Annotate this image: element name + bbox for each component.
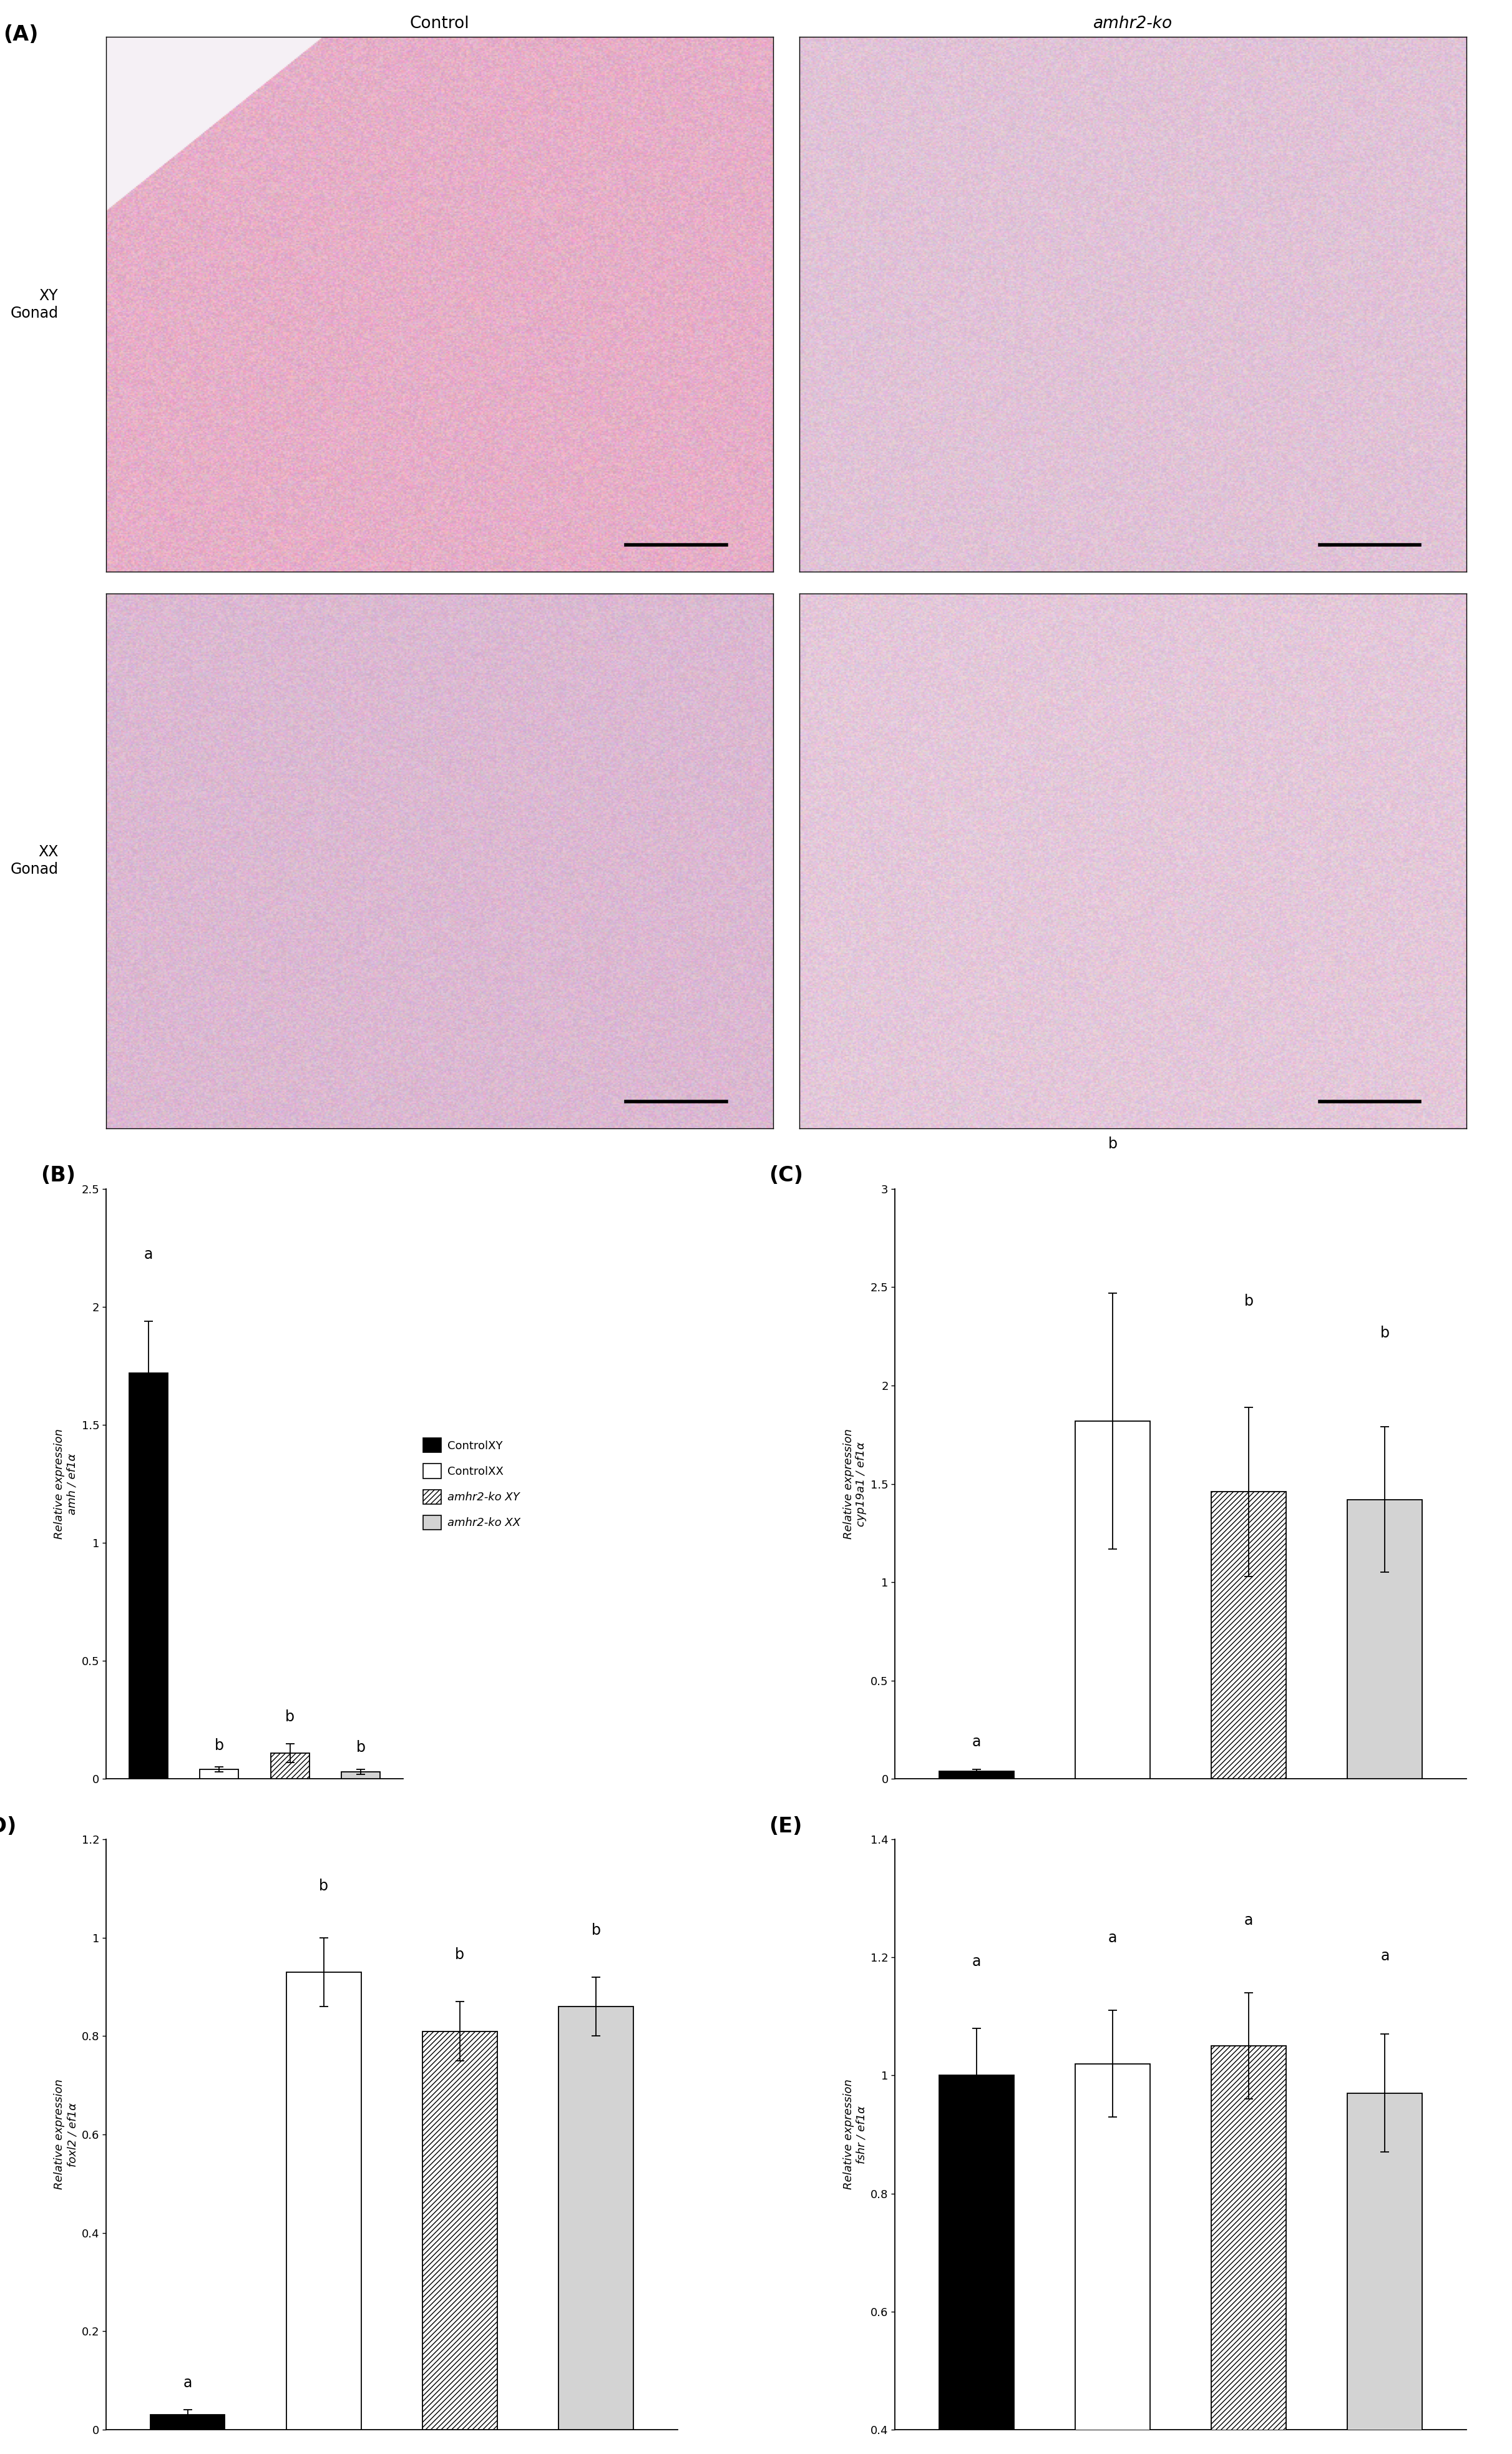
Bar <box>342 1772 381 1779</box>
Text: (B): (B) <box>41 1166 76 1185</box>
Text: (A): (A) <box>3 25 38 44</box>
Text: a: a <box>1380 1948 1390 1963</box>
Text: a: a <box>183 2375 192 2390</box>
Bar <box>1075 2064 1151 2454</box>
Bar <box>200 1769 239 1779</box>
Text: b: b <box>1380 1325 1390 1340</box>
Bar <box>1211 1492 1287 1779</box>
Bar <box>558 2007 634 2429</box>
Bar <box>422 2032 497 2429</box>
Y-axis label: Relative expression
fshr / ef1α: Relative expression fshr / ef1α <box>842 2079 866 2189</box>
Y-axis label: XY
Gonad: XY Gonad <box>11 287 57 321</box>
Bar <box>1075 1421 1151 1779</box>
Text: a: a <box>1108 1931 1117 1946</box>
Text: b: b <box>1108 1136 1117 1151</box>
Bar <box>150 2415 225 2429</box>
Title: Control: Control <box>410 15 469 32</box>
Bar <box>1211 2047 1287 2454</box>
Text: (E): (E) <box>770 1816 803 1836</box>
Text: b: b <box>455 1948 464 1963</box>
Text: b: b <box>591 1924 600 1939</box>
Bar <box>286 1973 361 2429</box>
Text: (C): (C) <box>770 1166 803 1185</box>
Text: b: b <box>286 1710 295 1725</box>
Text: b: b <box>319 1880 328 1894</box>
Y-axis label: Relative expression
foxl2 / ef1α: Relative expression foxl2 / ef1α <box>54 2079 79 2189</box>
Bar <box>1347 2093 1423 2454</box>
Text: a: a <box>972 1735 981 1750</box>
Text: b: b <box>357 1740 366 1755</box>
Y-axis label: Relative expression
amh / ef1α: Relative expression amh / ef1α <box>54 1428 79 1539</box>
Title: amhr2-ko: amhr2-ko <box>1093 15 1173 32</box>
Text: (D): (D) <box>0 1816 17 1836</box>
Bar <box>129 1372 168 1779</box>
Bar <box>1347 1499 1423 1779</box>
Legend: ControlXY, ControlXX, amhr2-ko XY, amhr2-ko XX: ControlXY, ControlXX, amhr2-ko XY, amhr2… <box>423 1438 520 1529</box>
Bar <box>939 2076 1015 2454</box>
Bar <box>271 1752 310 1779</box>
Y-axis label: XX
Gonad: XX Gonad <box>11 844 57 876</box>
Text: a: a <box>972 1953 981 1968</box>
Y-axis label: Relative expression
cyp19a1 / ef1α: Relative expression cyp19a1 / ef1α <box>842 1428 866 1539</box>
Text: a: a <box>1244 1914 1253 1929</box>
Text: b: b <box>1244 1293 1253 1308</box>
Text: b: b <box>215 1737 224 1752</box>
Text: a: a <box>144 1247 153 1261</box>
Bar <box>939 1772 1015 1779</box>
